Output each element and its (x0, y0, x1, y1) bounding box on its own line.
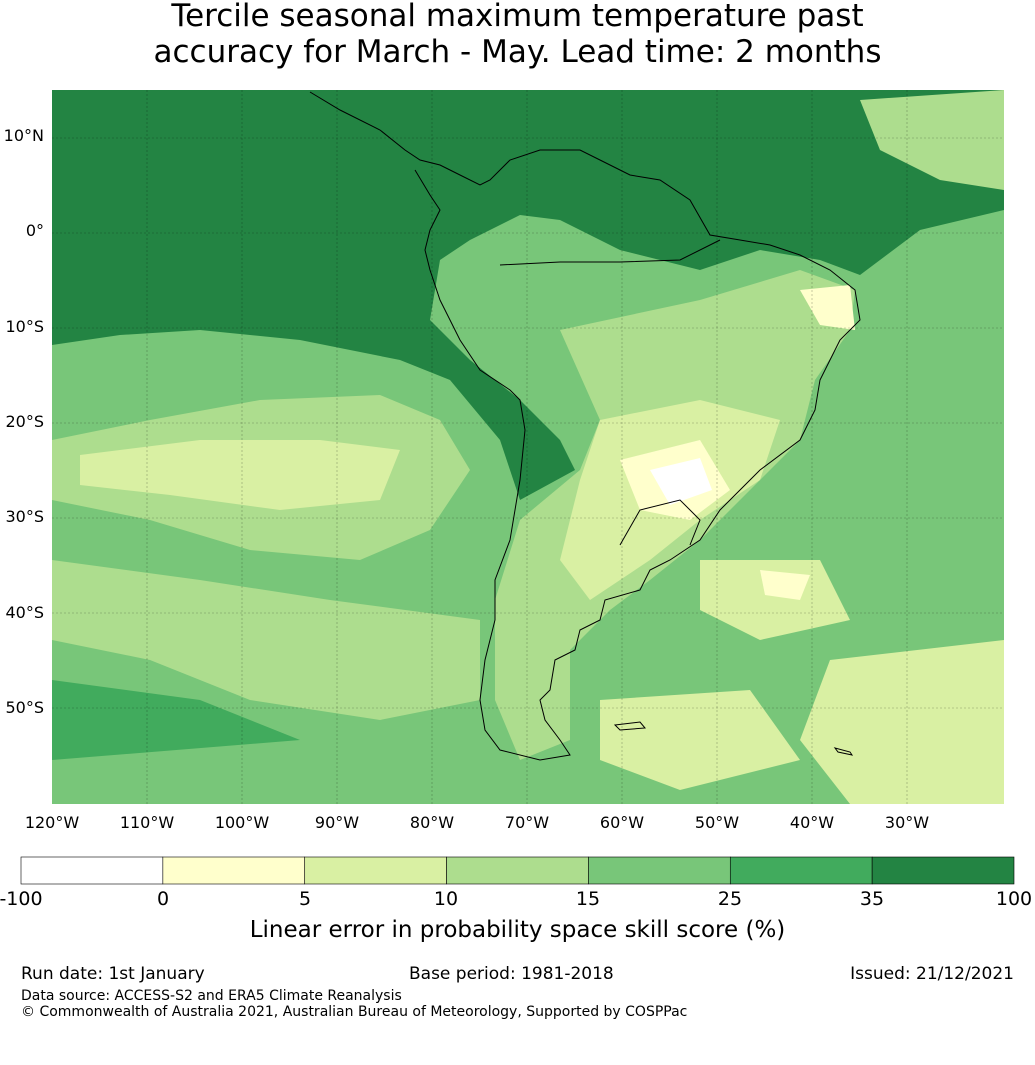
colorbar-tick-label: -100 (0, 888, 43, 910)
colorbar-swatch (304, 856, 447, 885)
lat-label: 20°S (5, 412, 44, 431)
graticule (52, 90, 1004, 804)
colorbar-swatch (20, 856, 164, 885)
colorbar-tick-label: 100 (995, 888, 1033, 910)
colorbar-tick-label: 15 (575, 888, 601, 910)
colorbar (20, 856, 1015, 885)
lon-label: 110°W (119, 813, 175, 832)
lon-label: 60°W (599, 813, 645, 832)
lat-label: 40°S (5, 603, 44, 622)
lon-label: 90°W (314, 813, 360, 832)
coastline (309, 91, 861, 761)
lon-label: 120°W (24, 813, 80, 832)
lon-label: 70°W (504, 813, 550, 832)
lat-label: 50°S (5, 698, 44, 717)
lon-label: 40°W (789, 813, 835, 832)
colorbar-label: Linear error in probability space skill … (249, 917, 786, 943)
colorbar-tick-label: 35 (859, 888, 885, 910)
colorbar-swatch (871, 856, 1015, 885)
colorbar-tick-label: 10 (433, 888, 459, 910)
copyright: © Commonwealth of Australia 2021, Austra… (21, 1004, 688, 1020)
colorbar-swatch (162, 856, 306, 885)
chart-title-line-1: Tercile seasonal maximum temperature pas… (171, 0, 864, 34)
colorbar-swatch (446, 856, 589, 885)
lat-label: 0° (25, 221, 44, 240)
lon-label: 80°W (409, 813, 455, 832)
data-source: Data source: ACCESS-S2 and ERA5 Climate … (21, 988, 402, 1004)
colorbar-tick-label: 0 (156, 888, 170, 910)
colorbar-tick-label: 5 (298, 888, 312, 910)
lat-label: 10°N (3, 126, 44, 145)
lat-label: 30°S (5, 507, 44, 526)
base-period: Base period: 1981-2018 (409, 964, 614, 984)
chart-title-line-2: accuracy for March - May. Lead time: 2 m… (153, 34, 882, 70)
ocean-and-land-fill (52, 90, 1004, 804)
issued-date: Issued: 21/12/2021 (850, 964, 1014, 984)
run-date: Run date: 1st January (21, 964, 205, 984)
colorbar-swatch (729, 856, 873, 885)
lon-label: 50°W (694, 813, 740, 832)
colorbar-swatch (588, 856, 731, 885)
lon-label: 100°W (214, 813, 270, 832)
lat-label: 10°S (5, 317, 44, 336)
colorbar-tick-label: 25 (717, 888, 743, 910)
lon-label: 30°W (884, 813, 930, 832)
